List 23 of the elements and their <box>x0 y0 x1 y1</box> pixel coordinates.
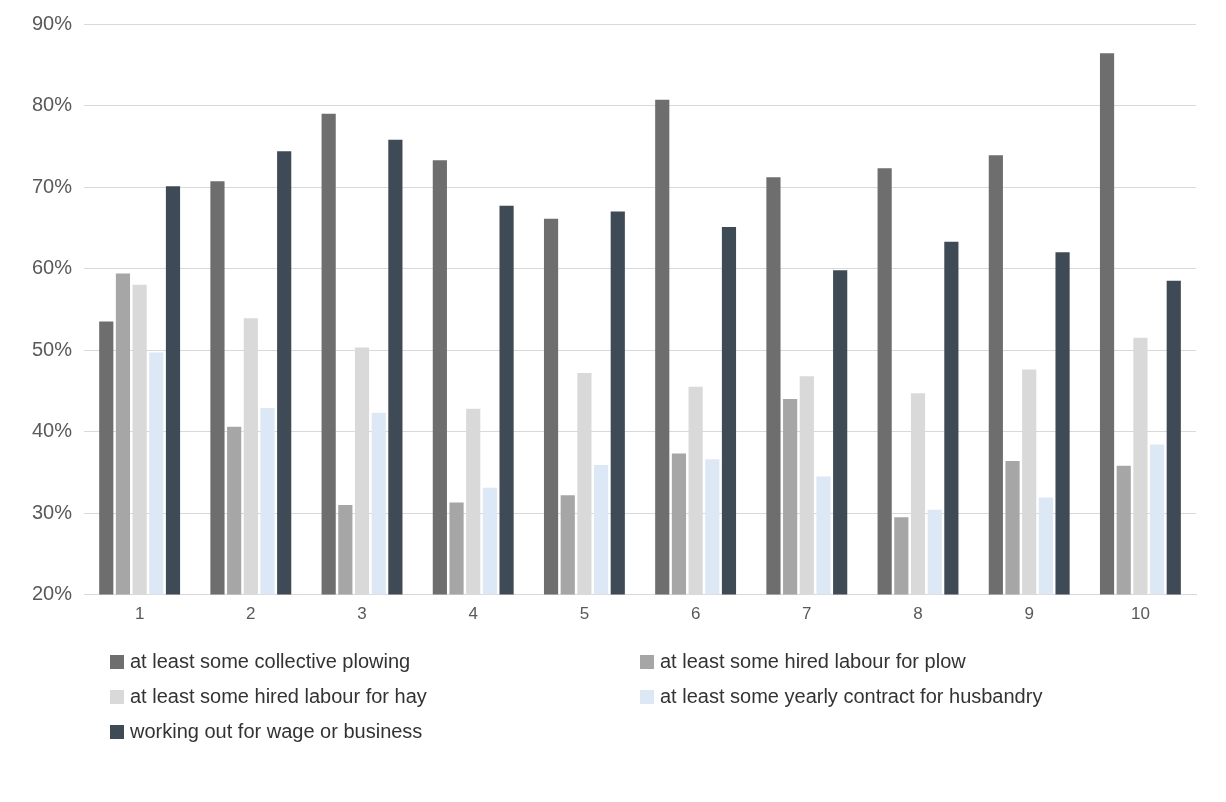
y-tick-label: 40% <box>32 419 73 442</box>
x-tick-label: 8 <box>913 604 923 624</box>
x-tick-label: 6 <box>690 604 701 624</box>
legend-label: at least some collective plowing <box>130 650 411 673</box>
y-tick-label: 60% <box>32 256 73 279</box>
x-tick-label: 10 <box>1130 604 1150 624</box>
x-tick-label: 3 <box>357 604 367 624</box>
y-tick-label: 70% <box>32 174 73 197</box>
y-tick-label: 90% <box>32 11 73 34</box>
y-tick-label: 20% <box>32 582 73 605</box>
legend-label: working out for wage or business <box>130 720 423 743</box>
y-tick-label: 80% <box>32 93 73 116</box>
legend-label: at least some yearly contract for husbandry <box>660 685 1043 708</box>
x-tick-label: 7 <box>802 604 812 624</box>
legend-label: at least some hired labour for hay <box>130 685 427 708</box>
x-tick-label: 9 <box>1024 604 1034 624</box>
x-tick-label: 2 <box>246 604 256 624</box>
legend-label: at least some hired labour for plow <box>660 650 966 673</box>
y-tick-label: 30% <box>32 500 73 523</box>
y-tick-label: 50% <box>32 337 73 360</box>
x-tick-label: 1 <box>134 604 145 624</box>
x-tick-label: 4 <box>468 604 478 624</box>
x-tick-label: 5 <box>579 604 590 624</box>
